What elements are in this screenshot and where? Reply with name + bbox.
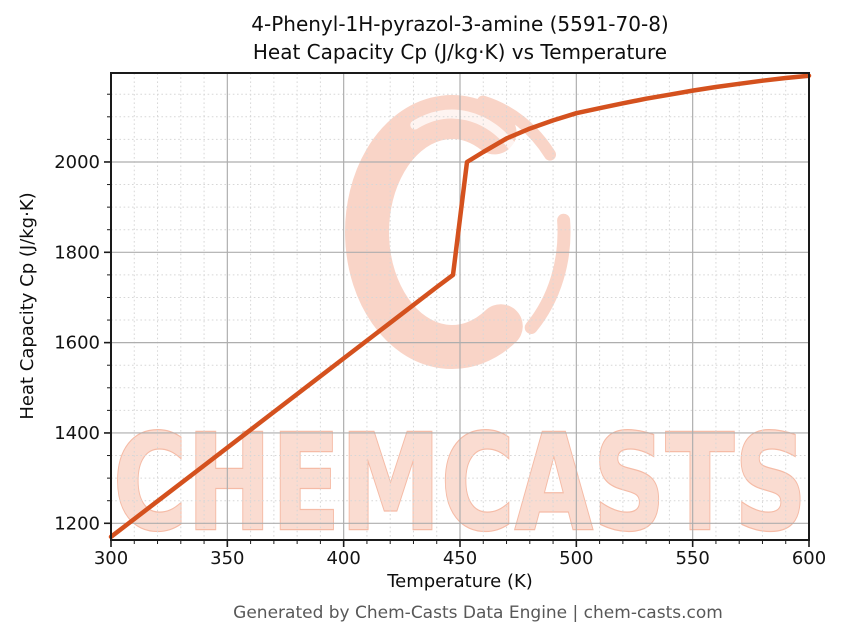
watermark-logo-tail-icon bbox=[524, 213, 571, 334]
x-tick-label: 500 bbox=[559, 548, 593, 569]
x-tick-label: 450 bbox=[443, 548, 477, 569]
watermark-logo-highlight bbox=[410, 109, 519, 154]
y-tick-label: 1200 bbox=[54, 513, 100, 534]
y-tick-label: 1400 bbox=[54, 423, 100, 444]
x-tick-label: 400 bbox=[326, 548, 360, 569]
footer-attribution: Generated by Chem-Casts Data Engine | ch… bbox=[233, 603, 723, 623]
y-axis-label: Heat Capacity Cp (J/kg·K) bbox=[17, 192, 38, 420]
chart-title-line2: Heat Capacity Cp (J/kg·K) vs Temperature bbox=[252, 40, 668, 64]
chart-title-line1: 4-Phenyl-1H-pyrazol-3-amine (5591-70-8) bbox=[251, 12, 669, 36]
y-tick-label: 2000 bbox=[54, 152, 100, 173]
y-tick-label: 1600 bbox=[54, 333, 100, 354]
x-tick-label: 600 bbox=[792, 548, 826, 569]
cp-vs-temperature-curve bbox=[108, 73, 812, 540]
y-tick-label: 1800 bbox=[54, 242, 100, 263]
watermark-logo-flick-icon bbox=[477, 95, 556, 161]
x-tick-label: 300 bbox=[94, 548, 128, 569]
x-tick-label: 550 bbox=[675, 548, 709, 569]
x-tick-label: 350 bbox=[210, 548, 244, 569]
x-axis-label: Temperature (K) bbox=[387, 571, 533, 592]
